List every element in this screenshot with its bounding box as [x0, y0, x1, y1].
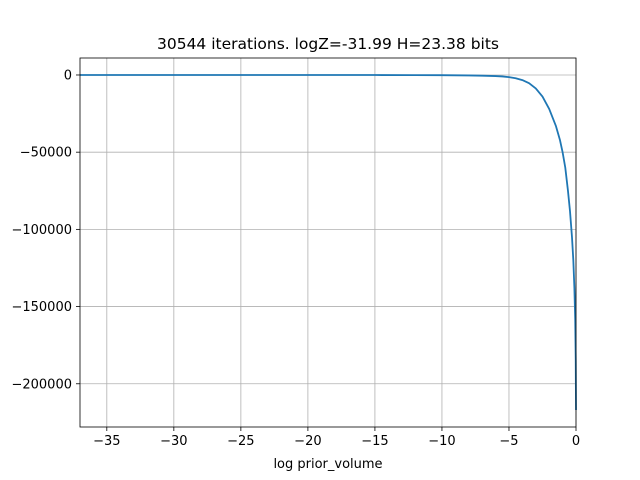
- y-tick-label: −100000: [11, 223, 72, 238]
- series-line: [80, 74, 577, 411]
- plot-area-background: [80, 58, 576, 427]
- plot-frame: [79, 57, 577, 428]
- x-tick-label: 0: [572, 434, 580, 449]
- y-tick-label: −50000: [20, 146, 72, 161]
- x-tick-label: −15: [361, 434, 388, 449]
- y-tick-label: 0: [64, 68, 72, 83]
- x-tick-label: −25: [227, 434, 254, 449]
- line-layer: [80, 74, 577, 411]
- x-tick-label: −20: [294, 434, 321, 449]
- tick-layer: −35 −30 −25 −20 −15 −10 −5 0 0 −50000 −100000 −1500…: [11, 68, 580, 449]
- x-tick-label: −10: [428, 434, 455, 449]
- x-tick-label: −30: [160, 434, 187, 449]
- y-tick-label: −200000: [11, 377, 72, 392]
- x-axis-label: log prior_volume: [273, 457, 382, 472]
- x-tick-label: −5: [499, 434, 518, 449]
- chart-title: 30544 iterations. logZ=-31.99 H=23.38 bi…: [157, 35, 499, 53]
- x-tick-label: −35: [93, 434, 120, 449]
- y-tick-label: −150000: [11, 300, 72, 315]
